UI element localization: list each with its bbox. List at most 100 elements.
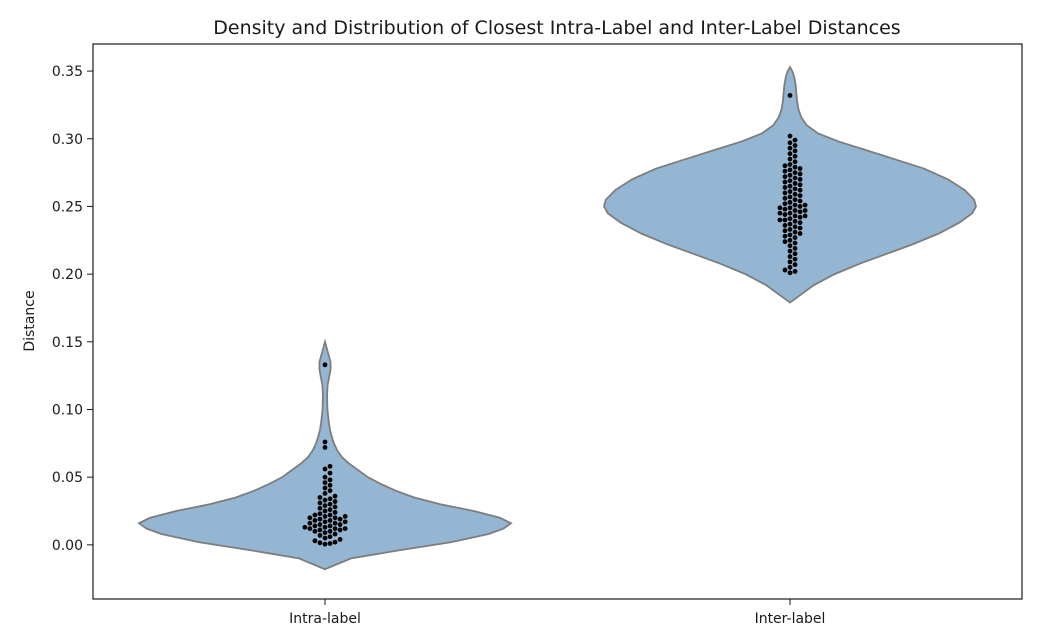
data-point-inter-label xyxy=(792,159,798,165)
data-point-inter-label xyxy=(792,229,798,235)
data-point-intra-label xyxy=(317,505,323,511)
data-point-inter-label xyxy=(797,204,803,209)
data-point-inter-label xyxy=(787,221,793,227)
data-point-intra-label xyxy=(322,503,328,508)
data-point-inter-label xyxy=(797,182,803,188)
data-point-intra-label xyxy=(322,491,328,496)
data-point-intra-label xyxy=(327,534,333,540)
data-point-inter-label xyxy=(797,171,803,177)
data-point-inter-label xyxy=(787,194,793,200)
y-tick-label: 0.00 xyxy=(52,538,83,554)
data-point-inter-label xyxy=(782,239,788,245)
data-point-inter-label xyxy=(787,254,793,259)
data-point-intra-label xyxy=(327,512,333,518)
y-tick-label: 0.15 xyxy=(52,335,83,351)
data-point-intra-label xyxy=(332,515,338,521)
data-point-inter-label xyxy=(792,186,798,192)
data-point-inter-label xyxy=(782,195,788,201)
data-point-intra-label xyxy=(312,528,318,534)
data-point-intra-label xyxy=(342,519,348,525)
data-point-intra-label xyxy=(307,515,313,521)
data-point-inter-label xyxy=(787,264,793,270)
data-point-inter-label xyxy=(792,148,798,154)
data-point-inter-label xyxy=(797,187,803,193)
data-point-inter-label xyxy=(792,240,798,246)
data-point-intra-label xyxy=(307,520,313,526)
data-point-intra-label xyxy=(327,518,333,523)
data-point-intra-label xyxy=(322,519,328,525)
data-point-inter-label xyxy=(787,270,793,276)
data-point-inter-label xyxy=(787,199,793,205)
data-point-inter-label xyxy=(782,233,788,239)
data-point-intra-label xyxy=(322,474,328,480)
chart-title: Density and Distribution of Closest Intr… xyxy=(213,17,900,39)
data-point-inter-label xyxy=(792,224,798,230)
data-point-inter-label xyxy=(782,179,788,185)
data-point-intra-label xyxy=(327,523,333,529)
data-point-intra-label xyxy=(327,501,333,507)
data-point-inter-label xyxy=(782,190,788,196)
data-point-intra-label xyxy=(312,518,318,523)
data-point-inter-label xyxy=(787,162,793,167)
data-point-intra-label xyxy=(332,499,338,504)
data-point-intra-label xyxy=(317,527,323,533)
data-point-intra-label xyxy=(317,532,323,538)
data-point-inter-label xyxy=(787,178,793,184)
y-tick-label: 0.10 xyxy=(52,402,83,418)
data-point-intra-label xyxy=(332,539,338,545)
data-point-intra-label xyxy=(322,508,328,514)
data-point-inter-label xyxy=(792,191,798,197)
data-point-intra-label xyxy=(317,500,323,506)
data-point-inter-label xyxy=(787,210,793,216)
data-point-intra-label xyxy=(337,537,343,542)
data-point-intra-label xyxy=(327,528,333,534)
data-point-inter-label xyxy=(787,216,793,222)
plot-frame xyxy=(92,43,1023,600)
data-point-intra-label xyxy=(317,516,323,522)
y-tick-label: 0.30 xyxy=(52,132,83,148)
data-point-inter-label xyxy=(802,208,808,213)
data-point-intra-label xyxy=(342,514,348,519)
data-point-intra-label xyxy=(332,493,338,499)
data-point-intra-label xyxy=(337,516,343,522)
data-point-inter-label xyxy=(782,201,788,207)
data-point-inter-label xyxy=(782,228,788,234)
data-point-inter-label xyxy=(787,248,793,254)
data-point-inter-label xyxy=(782,206,788,212)
data-point-intra-label xyxy=(302,524,308,530)
data-point-intra-label xyxy=(322,480,328,485)
data-point-intra-label xyxy=(317,540,323,546)
data-point-inter-label xyxy=(792,251,798,257)
data-point-intra-label xyxy=(322,535,328,541)
data-point-intra-label xyxy=(312,512,318,518)
data-point-inter-label xyxy=(787,133,793,139)
y-tick-label: 0.20 xyxy=(52,267,83,283)
data-point-intra-label xyxy=(312,523,318,529)
data-point-inter-label xyxy=(787,189,793,194)
y-axis-label: Distance xyxy=(22,290,38,351)
data-point-inter-label xyxy=(777,205,783,211)
data-point-intra-label xyxy=(332,531,338,537)
data-point-intra-label xyxy=(327,477,333,483)
data-point-inter-label xyxy=(787,232,793,238)
data-point-inter-label xyxy=(797,231,803,236)
data-point-intra-label xyxy=(332,504,338,510)
data-point-intra-label xyxy=(327,482,333,488)
data-point-intra-label xyxy=(322,497,328,503)
data-point-inter-label xyxy=(792,235,798,240)
data-point-inter-label xyxy=(797,198,803,204)
data-point-intra-label xyxy=(322,530,328,536)
data-point-inter-label xyxy=(792,175,798,181)
data-point-inter-label xyxy=(797,225,803,231)
data-point-inter-label xyxy=(792,181,798,186)
data-point-inter-label xyxy=(797,220,803,226)
data-point-intra-label xyxy=(327,470,333,476)
data-point-inter-label xyxy=(782,168,788,174)
data-point-inter-label xyxy=(792,164,798,170)
data-point-intra-label xyxy=(322,466,328,472)
data-point-inter-label xyxy=(782,212,788,217)
data-point-intra-label xyxy=(322,524,328,530)
data-point-inter-label xyxy=(777,217,783,223)
data-point-intra-label xyxy=(327,463,333,469)
data-point-intra-label xyxy=(337,527,343,533)
